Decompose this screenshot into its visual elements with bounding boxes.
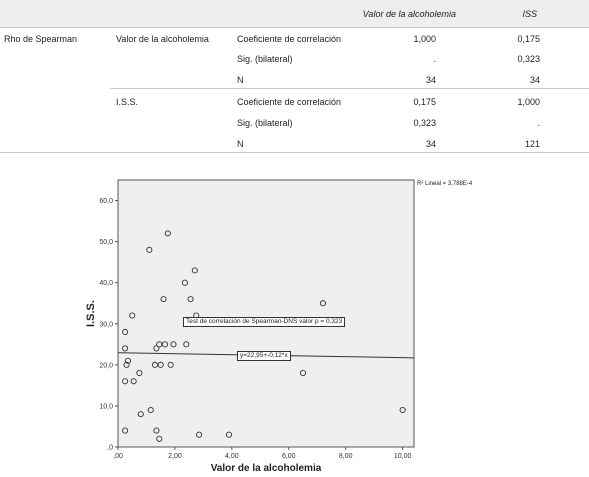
correlation-table: Valor de la alcoholemia ISS Rho de Spear… [0,0,589,153]
cell-value: 34 [529,75,540,85]
scatter-chart: ,0 10,0 20,0 30,0 40,0 50,0 60,0 ,00 2,00 4,00 6,0… [0,170,589,477]
data-point [137,411,144,418]
data-point [122,427,129,434]
stat-label: Coeficiente de correlación [237,97,342,107]
data-point [183,341,190,348]
x-tick-label: 10,00 [394,453,412,460]
y-tick-label: 10,0 [99,403,113,410]
data-point [191,267,198,274]
x-tick-label: 2,00 [168,453,182,460]
row-group-label: I.S.S. [116,97,139,107]
data-point [160,296,167,303]
data-point [170,341,177,348]
col-header-alcoholemia: Valor de la alcoholemia [362,9,456,19]
data-point [147,406,154,414]
stat-label: Coeficiente de correlación [237,34,342,44]
plot-area [117,179,415,448]
x-tick-label: ,00 [113,453,123,460]
y-tick-label: ,0 [107,445,113,452]
y-tick-label: 50,0 [99,239,113,246]
scatter-plot-svg: ,0 10,0 20,0 30,0 40,0 50,0 60,0 ,00 2,00 4,00 6,0… [85,179,415,474]
data-point [167,361,174,368]
data-point [156,435,163,442]
test-annotation: Test de correlación de Spearman-DNS valo… [183,317,346,327]
data-point [136,370,143,377]
data-point [122,378,129,385]
data-point [130,378,137,385]
table-header-row [0,0,589,28]
r2-label: R² Lineal = 3,788E-4 [417,181,473,187]
col-header-iss: ISS [522,9,537,19]
stat-label: N [237,75,244,85]
data-point [299,370,307,377]
cell-value: 34 [425,139,436,149]
cell-value: 34 [425,75,436,85]
y-tick-label: 60,0 [99,198,113,205]
y-tick-label: 20,0 [99,362,113,369]
data-point [124,357,132,364]
cell-value: 0,175 [517,34,540,44]
data-point [187,296,194,303]
data-point [161,341,169,348]
data-point [157,361,164,368]
data-point [146,246,153,253]
fit-annotation: y=22,95+-0,12*x [237,351,291,361]
row-group-label: Valor de la alcoholemia [116,34,209,44]
cell-value: . [433,54,436,64]
x-tick-label: 4,00 [225,453,239,460]
y-tick-label: 40,0 [99,280,113,287]
method-label: Rho de Spearman [4,34,78,44]
data-point [196,431,203,438]
cell-value: 1,000 [413,34,436,44]
data-point [151,361,159,368]
data-point [122,345,129,352]
cell-value: 121 [524,139,540,149]
group-divider [110,88,589,89]
data-point [129,312,136,319]
data-point [153,427,160,434]
stat-label: N [237,139,244,149]
stat-label: Sig. (bilateral) [237,118,293,128]
data-point [399,406,406,414]
data-point [122,328,129,336]
cell-value: 0,323 [517,54,540,64]
x-tick-label: 6,00 [282,453,296,460]
stat-label: Sig. (bilateral) [237,54,293,64]
cell-value: 0,323 [413,118,436,128]
data-point [181,279,188,286]
data-point [225,431,233,438]
cell-value: 0,175 [413,97,436,107]
cell-value: 1,000 [517,97,540,107]
x-axis-title: Valor de la alcoholemia [211,463,322,474]
table-bottom-rule [0,152,589,153]
data-point [164,230,171,237]
y-axis-title: I.S.S. [85,300,97,327]
data-point [156,341,163,348]
data-point [319,300,326,307]
x-tick-label: 8,00 [339,453,353,460]
data-point [153,345,160,352]
data-point [123,361,130,368]
cell-value: . [537,118,540,128]
y-tick-label: 30,0 [99,321,113,328]
